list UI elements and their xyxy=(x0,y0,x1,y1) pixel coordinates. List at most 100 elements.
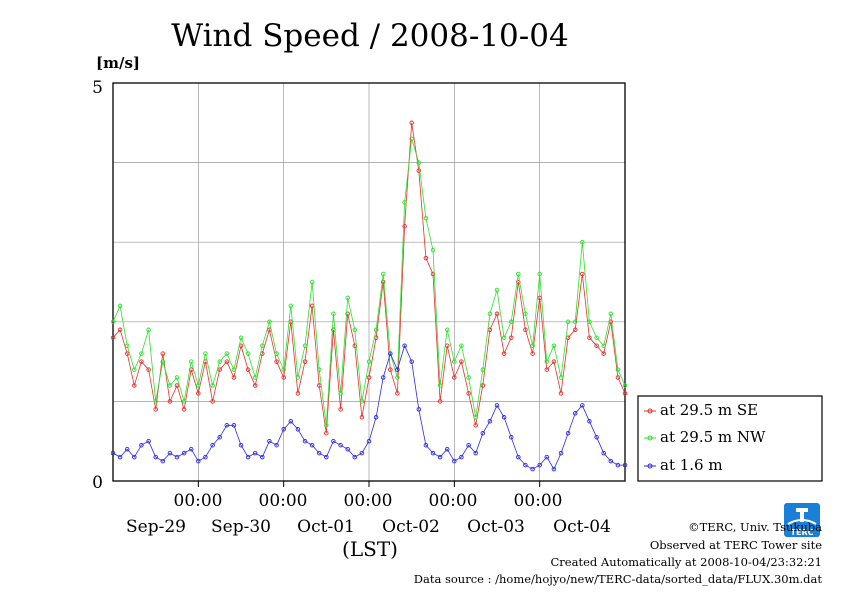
data-point xyxy=(196,458,201,464)
data-point xyxy=(615,367,621,372)
x-axis-label: (LST) xyxy=(342,537,398,561)
data-point xyxy=(160,458,166,464)
data-point xyxy=(388,367,393,372)
data-point xyxy=(203,454,208,460)
data-point xyxy=(430,247,436,253)
data-point xyxy=(160,359,166,364)
data-point xyxy=(459,454,464,460)
data-point xyxy=(274,351,279,356)
data-point xyxy=(444,446,450,452)
data-point xyxy=(231,375,237,380)
data-point xyxy=(580,271,585,277)
data-point xyxy=(487,311,493,317)
legend-label-nw: at 29.5 m NW xyxy=(660,428,766,446)
data-point xyxy=(174,375,180,380)
data-point xyxy=(295,391,301,396)
data-point xyxy=(274,442,279,448)
data-point xyxy=(288,303,294,309)
data-point xyxy=(274,359,279,364)
data-point xyxy=(210,399,215,404)
series-line xyxy=(112,122,626,434)
data-point xyxy=(331,311,336,317)
data-point xyxy=(473,423,478,428)
data-point xyxy=(359,450,365,456)
data-point xyxy=(508,335,514,340)
data-point xyxy=(402,343,407,348)
data-point xyxy=(601,343,606,348)
logo-glyph-icon xyxy=(796,508,808,522)
x-time-tick-label: 00:00 xyxy=(344,491,393,511)
data-point xyxy=(565,319,571,325)
data-point xyxy=(622,383,628,388)
x-date-label: Oct-01 xyxy=(297,517,355,537)
data-point xyxy=(188,446,194,452)
data-point xyxy=(217,359,222,364)
data-point xyxy=(487,419,493,424)
data-point xyxy=(203,351,208,356)
data-point xyxy=(181,399,187,404)
data-point xyxy=(373,415,379,420)
data-point xyxy=(380,279,386,285)
plot-frame xyxy=(112,82,626,482)
data-point xyxy=(580,403,585,408)
data-point xyxy=(423,255,429,261)
data-point xyxy=(160,351,166,356)
data-point xyxy=(181,450,187,456)
legend-box xyxy=(637,395,823,482)
data-point xyxy=(530,466,535,472)
data-point xyxy=(153,454,158,460)
data-point xyxy=(551,359,557,364)
data-point xyxy=(373,327,379,333)
data-point xyxy=(231,423,237,428)
data-point xyxy=(196,391,201,396)
data-point xyxy=(380,271,386,277)
series-0 xyxy=(110,120,628,436)
data-point xyxy=(523,327,528,333)
data-point xyxy=(395,367,400,372)
data-point xyxy=(338,407,343,412)
created-text: Created Automatically at 2008-10-04/23:3… xyxy=(551,555,823,569)
data-point xyxy=(238,442,244,448)
data-point xyxy=(572,411,578,416)
data-point xyxy=(587,319,592,325)
data-point xyxy=(501,415,507,420)
x-date-label: Oct-03 xyxy=(467,517,525,537)
data-point xyxy=(473,450,478,456)
x-date-label: Sep-30 xyxy=(211,517,271,537)
data-point xyxy=(551,466,557,472)
data-point xyxy=(395,375,400,380)
data-point xyxy=(309,279,315,285)
data-point xyxy=(444,327,450,333)
data-point xyxy=(302,343,308,348)
data-point xyxy=(345,446,350,452)
data-point xyxy=(366,375,372,380)
data-point xyxy=(352,327,358,333)
data-point xyxy=(110,335,116,340)
data-point xyxy=(622,462,628,468)
x-time-tick-label: 00:00 xyxy=(259,491,308,511)
data-point xyxy=(558,391,564,396)
data-point xyxy=(480,430,486,436)
data-point xyxy=(146,367,151,372)
data-point xyxy=(516,454,521,460)
x-date-label: Oct-04 xyxy=(553,517,611,537)
data-point xyxy=(452,359,457,364)
series-line xyxy=(112,138,626,426)
data-point xyxy=(217,367,222,372)
y-tick-label-max: 5 xyxy=(92,78,103,98)
data-point xyxy=(409,120,414,126)
data-point xyxy=(572,327,578,333)
data-point xyxy=(224,359,230,364)
data-point xyxy=(501,351,507,356)
data-point xyxy=(437,399,443,404)
terc-logo: TERC xyxy=(784,503,820,537)
data-point xyxy=(395,391,400,396)
data-point xyxy=(558,450,564,456)
data-point xyxy=(544,359,550,364)
legend-marker xyxy=(647,435,653,441)
x-time-tick-label: 00:00 xyxy=(429,491,478,511)
data-point xyxy=(139,442,144,448)
data-point xyxy=(316,450,322,456)
data-point xyxy=(167,450,173,456)
data-point xyxy=(295,427,301,432)
